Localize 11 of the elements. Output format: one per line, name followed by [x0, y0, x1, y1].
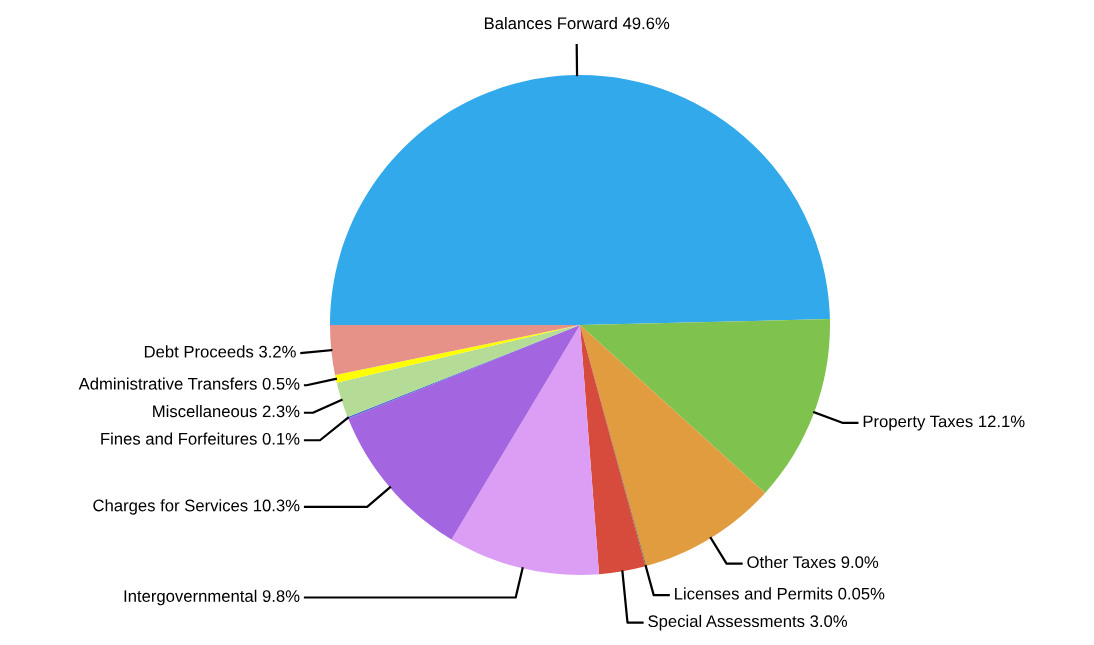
slice-label: Balances Forward 49.6% — [484, 16, 670, 30]
slice-label: Fines and Forfeitures 0.1% — [101, 432, 300, 445]
slice-label: Other Taxes 9.0% — [747, 555, 879, 569]
slice-label: Debt Proceeds 3.2% — [144, 345, 296, 358]
slice-label: Property Taxes 12.1% — [863, 415, 1025, 431]
slice-label: Charges for Services 10.3% — [93, 499, 300, 515]
slice-label: Miscellaneous 2.3% — [153, 404, 300, 418]
slice-label: Intergovernmental 9.8% — [124, 589, 300, 606]
slice-label: Special Assessments 3.0% — [648, 614, 848, 631]
slice-label: Licenses and Permits 0.05% — [675, 587, 885, 600]
slice-label: Administrative Transfers 0.5% — [78, 377, 300, 390]
